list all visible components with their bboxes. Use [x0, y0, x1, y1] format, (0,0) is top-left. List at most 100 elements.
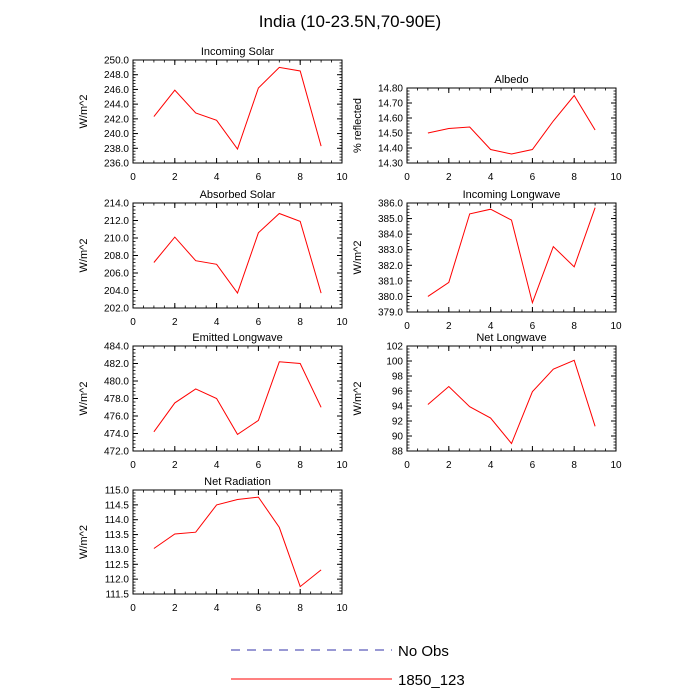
y-tick-label: 383.0 — [378, 245, 403, 256]
y-tick-label: 380.0 — [378, 292, 403, 303]
y-tick-label: 474.0 — [104, 429, 129, 440]
x-tick-label: 0 — [130, 172, 136, 183]
panel-title: Absorbed Solar — [200, 189, 276, 201]
x-tick-label: 0 — [404, 172, 410, 183]
x-tick-label: 0 — [404, 460, 410, 471]
y-tick-label: 98 — [392, 372, 404, 383]
x-tick-label: 4 — [488, 460, 494, 471]
y-tick-label: 114.5 — [105, 500, 130, 511]
y-tick-label: 14.60 — [378, 114, 403, 125]
y-tick-label: 482.0 — [104, 359, 129, 370]
x-tick-label: 8 — [297, 603, 303, 614]
x-tick-label: 2 — [172, 460, 178, 471]
y-tick-label: 210.0 — [104, 234, 129, 245]
panels: 0 2 4 6 8 10236.0238.0240.0242.0244.0246.0248… — [78, 46, 622, 614]
y-tick-label: 244.0 — [104, 100, 129, 111]
y-tick-label: 208.0 — [104, 251, 129, 262]
x-tick-label: 10 — [336, 603, 348, 614]
x-tick-label: 2 — [172, 172, 178, 183]
x-tick-label: 0 — [130, 317, 136, 328]
y-tick-label: 96 — [392, 387, 404, 398]
series-line-1 — [153, 496, 322, 588]
x-tick-label: 8 — [571, 172, 577, 183]
plot-frame — [132, 345, 343, 452]
plot-frame — [406, 202, 617, 313]
panel-5: 0 2 4 6 8 10 472.0 474.0 476.0 478.0 480.0 482.0 484… — [78, 332, 348, 471]
x-tick-label: 6 — [256, 172, 262, 183]
y-tick-label: 14.50 — [378, 129, 403, 140]
x-tick-label: 4 — [214, 603, 220, 614]
y-tick-label: 113.0 — [105, 545, 130, 556]
y-tick-label: 379.0 — [378, 308, 403, 319]
x-tick-label: 0 — [130, 603, 136, 614]
x-tick-label: 2 — [446, 172, 452, 183]
y-tick-label: 202.0 — [104, 304, 129, 315]
y-tick-label: 384.0 — [378, 230, 403, 241]
y-tick-label: 472.0 — [104, 447, 129, 458]
x-tick-label: 8 — [297, 460, 303, 471]
y-tick-label: 204.0 — [104, 286, 129, 297]
x-tick-label: 6 — [530, 172, 536, 183]
x-tick-label: 6 — [256, 317, 262, 328]
x-tick-label: 4 — [214, 172, 220, 183]
x-tick-label: 8 — [297, 172, 303, 183]
panel-title: Incoming Longwave — [463, 189, 561, 201]
x-tick-label: 10 — [336, 460, 348, 471]
x-tick-label: 6 — [530, 321, 536, 332]
x-tick-label: 2 — [172, 317, 178, 328]
x-tick-label: 8 — [571, 460, 577, 471]
y-tick-label: 206.0 — [104, 269, 129, 280]
x-tick-label: 0 — [130, 460, 136, 471]
y-tick-label: 385.0 — [378, 214, 403, 225]
x-tick-label: 4 — [214, 317, 220, 328]
y-tick-label: 102 — [386, 342, 403, 353]
x-tick-label: 4 — [488, 321, 494, 332]
y-tick-label: 242.0 — [104, 114, 129, 125]
x-tick-label: 8 — [297, 317, 303, 328]
y-axis-label: W/m^2 — [78, 95, 90, 129]
y-tick-label: 250.0 — [104, 56, 129, 67]
x-tick-label: 10 — [610, 321, 622, 332]
x-tick-label: 10 — [610, 460, 622, 471]
plot-frame — [406, 87, 617, 164]
panel-2: 0 2 4 6 8 10 14.30 14.40 14.50 14.60 14.70 14.80 Alb… — [352, 74, 622, 183]
panel-1: 0 2 4 6 8 10 236.0 238.0 240.0 242.0 244.0 246.0 248… — [78, 46, 348, 183]
series-line-1 — [427, 359, 596, 445]
y-tick-label: 111.5 — [105, 590, 129, 601]
x-tick-label: 10 — [610, 172, 622, 183]
y-axis-label: W/m^2 — [78, 382, 90, 416]
series-line-1 — [153, 212, 322, 295]
x-tick-label: 6 — [256, 603, 262, 614]
x-tick-label: 0 — [404, 321, 410, 332]
y-tick-label: 14.80 — [378, 84, 403, 95]
y-tick-label: 100 — [386, 357, 403, 368]
series-line-1 — [153, 361, 322, 436]
y-tick-label: 94 — [392, 402, 404, 413]
y-tick-label: 246.0 — [104, 85, 129, 96]
x-tick-label: 2 — [172, 603, 178, 614]
y-tick-label: 214.0 — [104, 199, 129, 210]
y-tick-label: 114.0 — [105, 515, 130, 526]
y-tick-label: 238.0 — [104, 144, 129, 155]
legend-label-1: No Obs — [398, 643, 449, 660]
y-tick-label: 382.0 — [378, 261, 403, 272]
y-tick-label: 478.0 — [104, 394, 129, 405]
x-tick-label: 10 — [336, 317, 348, 328]
x-tick-label: 2 — [446, 321, 452, 332]
y-tick-label: 476.0 — [104, 412, 129, 423]
legend-label-2: 1850_123 — [398, 672, 465, 689]
y-tick-label: 248.0 — [104, 70, 129, 81]
y-axis-label: W/m^2 — [352, 241, 364, 275]
y-tick-label: 14.40 — [378, 144, 403, 155]
figure-title: India (10-23.5N,70-90E) — [259, 12, 441, 31]
panel-title: Albedo — [494, 74, 528, 86]
y-tick-label: 92 — [392, 417, 404, 428]
panel-title: Emitted Longwave — [192, 332, 283, 344]
panel-4: 0 2 4 6 8 10 379.0 380.0 381.0 382.0 383.0 384.0 385… — [352, 189, 622, 332]
y-tick-label: 381.0 — [378, 276, 403, 287]
y-tick-label: 480.0 — [104, 377, 129, 388]
x-tick-label: 2 — [446, 460, 452, 471]
series-line-1 — [427, 207, 596, 305]
x-tick-label: 4 — [214, 460, 220, 471]
